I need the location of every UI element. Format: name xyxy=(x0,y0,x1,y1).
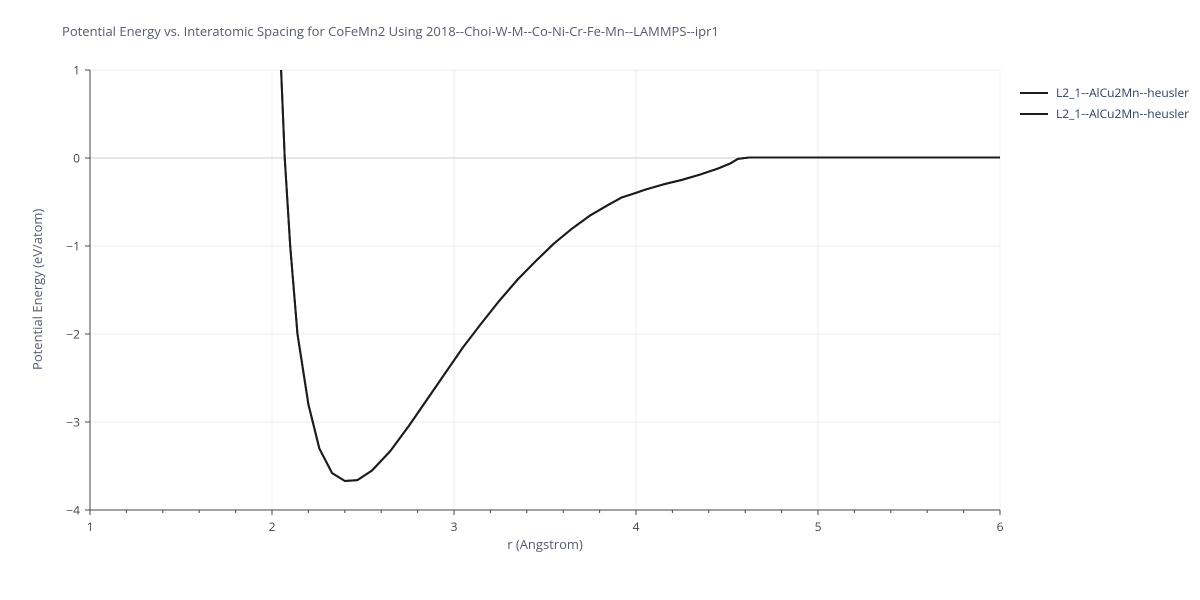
legend-item[interactable]: L2_1--AlCu2Mn--heusler xyxy=(1020,84,1189,101)
x-tick-label: 6 xyxy=(997,518,1004,535)
legend: L2_1--AlCu2Mn--heusler L2_1--AlCu2Mn--heu… xyxy=(1020,84,1189,126)
x-tick-label: 2 xyxy=(269,518,276,535)
y-tick-label: 0 xyxy=(73,150,80,167)
y-tick-label: 1 xyxy=(73,62,80,79)
legend-label: L2_1--AlCu2Mn--heusler xyxy=(1056,84,1189,101)
chart-container: Potential Energy vs. Interatomic Spacing… xyxy=(0,0,1200,600)
legend-swatch xyxy=(1020,92,1048,94)
x-tick-label: 5 xyxy=(815,518,822,535)
x-tick-label: 3 xyxy=(451,518,458,535)
x-tick-label: 1 xyxy=(87,518,94,535)
y-tick-label: −4 xyxy=(66,502,80,519)
legend-swatch xyxy=(1020,113,1048,115)
y-tick-label: −3 xyxy=(66,414,80,431)
legend-item[interactable]: L2_1--AlCu2Mn--heusler xyxy=(1020,105,1189,122)
y-tick-label: −2 xyxy=(66,326,80,343)
legend-label: L2_1--AlCu2Mn--heusler xyxy=(1056,105,1189,122)
y-tick-label: −1 xyxy=(66,238,80,255)
x-tick-label: 4 xyxy=(633,518,640,535)
